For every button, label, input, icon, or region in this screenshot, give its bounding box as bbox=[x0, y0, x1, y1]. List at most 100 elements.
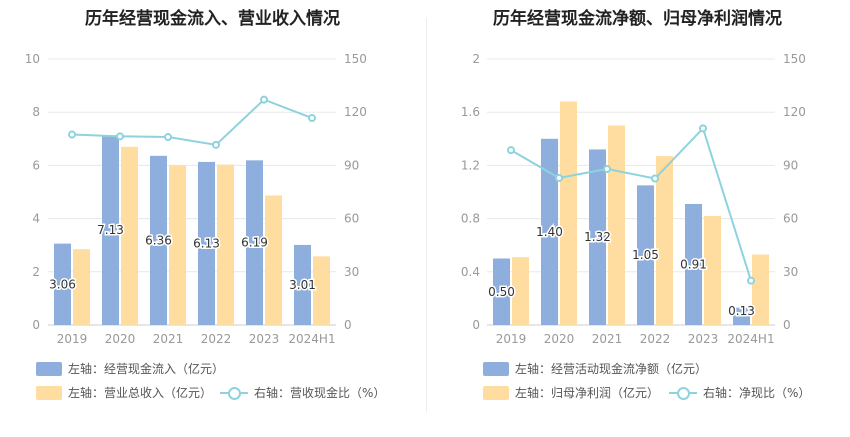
legend-item-cash-inflow[interactable]: 左轴：经营现金流入（亿元） bbox=[36, 360, 224, 377]
bar-operating-net-cash bbox=[541, 138, 558, 325]
y-right-tick-label: 90 bbox=[783, 158, 798, 172]
bar-data-label: 1.32 bbox=[584, 230, 611, 244]
bar-cash-inflow bbox=[150, 155, 167, 325]
x-tick-label: 2021 bbox=[153, 332, 184, 346]
bar-operating-net-cash bbox=[685, 203, 702, 325]
y-right-tick-label: 30 bbox=[344, 265, 359, 279]
ratio-line bbox=[71, 98, 313, 146]
bar-data-label: 0.13 bbox=[728, 304, 755, 318]
ratio-point bbox=[260, 95, 268, 104]
y-right-tick-label: 60 bbox=[344, 212, 359, 226]
bar-cash-inflow bbox=[54, 243, 71, 325]
bar-data-label: 7.13 bbox=[97, 223, 124, 237]
legend-swatch-cash-inflow bbox=[36, 361, 62, 376]
bar-revenue bbox=[313, 256, 330, 325]
legend-item-operating-net-cash[interactable]: 左轴：经营活动现金流净额（亿元） bbox=[483, 360, 707, 377]
bar-data-label: 6.13 bbox=[193, 236, 220, 250]
y-left-tick-label: 0 bbox=[472, 318, 480, 332]
y-left-tick-label: 2 bbox=[32, 265, 40, 279]
x-tick-label: 2023 bbox=[249, 332, 280, 346]
y-right-tick-label: 0 bbox=[344, 318, 352, 332]
chart-panel-left: 历年经营现金流入、营业收入情况 0 0 2 30 4 60 6 90 8 120 10 150 3.06… bbox=[25, 9, 386, 401]
ratio-line bbox=[510, 126, 752, 281]
ratio-point bbox=[555, 173, 563, 182]
y-left-tick-label: 4 bbox=[32, 212, 40, 226]
legend-swatch-revenue-cash-ratio bbox=[220, 386, 248, 400]
bar-net-profit bbox=[656, 156, 673, 325]
x-tick-label: 2020 bbox=[105, 332, 136, 346]
bar-revenue bbox=[169, 165, 186, 325]
legend-swatch-net-cash-ratio bbox=[669, 386, 697, 400]
y-right-tick-label: 30 bbox=[783, 265, 798, 279]
legend-swatch-revenue bbox=[36, 385, 62, 400]
legend-label-cash-inflow: 左轴：经营现金流入（亿元） bbox=[68, 362, 225, 376]
x-tick-label: 2022 bbox=[201, 332, 232, 346]
bar-revenue bbox=[73, 249, 90, 325]
x-tick-label: 2020 bbox=[544, 332, 575, 346]
legend-label-net-cash-ratio: 右轴：净现比（%） bbox=[703, 386, 811, 400]
y-right-tick-label: 90 bbox=[344, 158, 359, 172]
bar-operating-net-cash bbox=[493, 258, 510, 325]
panel-divider bbox=[426, 18, 427, 413]
y-right-tick-label: 150 bbox=[783, 52, 806, 66]
chart-panel-right: 历年经营现金流净额、归母净利润情况 0 0 0.4 30 0.8 60 1.2 90 1.6 12… bbox=[425, 0, 850, 437]
bar-net-profit bbox=[512, 257, 529, 325]
x-tick-label: 2024H1 bbox=[727, 332, 774, 346]
bar-operating-net-cash bbox=[733, 307, 750, 325]
legend-item-net-cash-ratio[interactable]: 右轴：净现比（%） bbox=[669, 384, 810, 401]
x-tick-label: 2023 bbox=[688, 332, 719, 346]
bar-data-label: 6.36 bbox=[145, 233, 172, 247]
y-left-tick-label: 10 bbox=[25, 52, 40, 66]
bar-revenue bbox=[121, 146, 138, 325]
y-right-tick-label: 120 bbox=[344, 105, 367, 119]
x-tick-label: 2022 bbox=[640, 332, 671, 346]
legend-item-revenue-cash-ratio[interactable]: 右轴：营收现金比（%） bbox=[220, 384, 385, 401]
chart-title-right: 历年经营现金流净额、归母净利润情况 bbox=[493, 9, 782, 29]
bar-data-label: 6.19 bbox=[241, 236, 268, 250]
legend-swatch-net-profit bbox=[483, 385, 509, 400]
bar-net-profit bbox=[752, 254, 769, 325]
y-left-tick-label: 6 bbox=[32, 158, 40, 172]
ratio-point bbox=[507, 146, 515, 155]
legend-label-revenue: 左轴：营业总收入（亿元） bbox=[68, 386, 213, 400]
bar-net-profit bbox=[560, 101, 577, 325]
chart-svg-right: 0 0 0.4 30 0.8 60 1.2 90 1.6 120 2 150 0.50 2019 1.40 2… bbox=[461, 52, 806, 346]
x-tick-label: 2024H1 bbox=[288, 332, 335, 346]
bar-data-label: 3.01 bbox=[289, 278, 316, 292]
y-left-tick-label: 1.6 bbox=[461, 105, 480, 119]
y-right-tick-label: 60 bbox=[783, 212, 798, 226]
legend-item-net-profit[interactable]: 左轴：归母净利润（亿元） bbox=[483, 384, 659, 401]
bar-revenue bbox=[265, 195, 282, 325]
ratio-point bbox=[603, 164, 611, 173]
legend-item-revenue[interactable]: 左轴：营业总收入（亿元） bbox=[36, 384, 212, 401]
bar-cash-inflow bbox=[102, 135, 119, 325]
x-tick-label: 2021 bbox=[592, 332, 623, 346]
bar-operating-net-cash bbox=[589, 149, 606, 325]
legend-label-operating-net-cash: 左轴：经营活动现金流净额（亿元） bbox=[515, 362, 708, 376]
bar-data-label: 1.05 bbox=[632, 248, 659, 262]
bar-cash-inflow bbox=[246, 160, 263, 325]
bar-revenue bbox=[217, 164, 234, 325]
y-left-tick-label: 8 bbox=[32, 105, 40, 119]
y-left-tick-label: 0.4 bbox=[461, 265, 480, 279]
ratio-point bbox=[651, 174, 659, 183]
y-right-tick-label: 120 bbox=[783, 105, 806, 119]
legend-label-revenue-cash-ratio: 右轴：营收现金比（%） bbox=[254, 386, 386, 400]
bar-net-profit bbox=[608, 125, 625, 325]
bar-net-profit bbox=[704, 215, 721, 325]
legend-swatch-operating-net-cash bbox=[483, 361, 509, 376]
ratio-point bbox=[116, 132, 124, 141]
ratio-point bbox=[164, 133, 172, 142]
x-tick-label: 2019 bbox=[496, 332, 527, 346]
ratio-point bbox=[747, 276, 755, 285]
bar-data-label: 1.40 bbox=[536, 225, 563, 239]
y-left-tick-label: 0.8 bbox=[461, 212, 480, 226]
bar-cash-inflow bbox=[294, 244, 311, 325]
ratio-point bbox=[212, 140, 220, 149]
bar-cash-inflow bbox=[198, 161, 215, 325]
chart-svg-left: 0 0 2 30 4 60 6 90 8 120 10 150 3.06 2019 7.13 2020 6.36… bbox=[25, 52, 367, 346]
bar-data-label: 0.50 bbox=[488, 285, 515, 299]
y-left-tick-label: 0 bbox=[32, 318, 40, 332]
bar-data-label: 3.06 bbox=[49, 277, 76, 291]
x-tick-label: 2019 bbox=[57, 332, 88, 346]
